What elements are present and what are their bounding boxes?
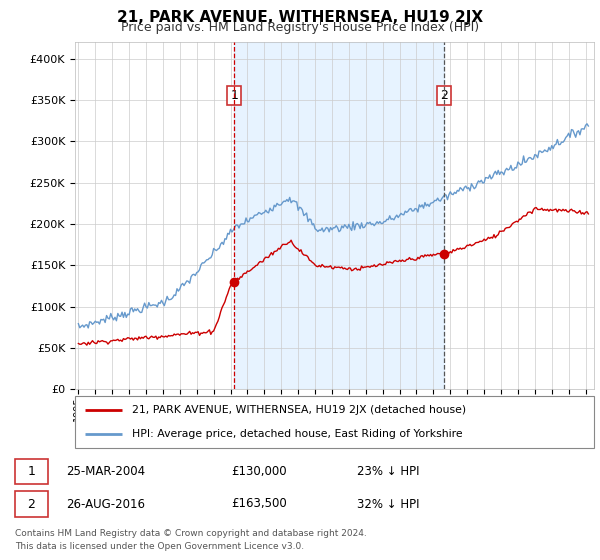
Text: 32% ↓ HPI: 32% ↓ HPI xyxy=(357,497,419,511)
Text: 1: 1 xyxy=(230,89,238,102)
Text: £130,000: £130,000 xyxy=(231,465,287,478)
Text: Contains HM Land Registry data © Crown copyright and database right 2024.: Contains HM Land Registry data © Crown c… xyxy=(15,529,367,538)
Text: 1: 1 xyxy=(28,465,35,478)
Text: HPI: Average price, detached house, East Riding of Yorkshire: HPI: Average price, detached house, East… xyxy=(132,429,463,439)
FancyBboxPatch shape xyxy=(15,459,48,484)
Text: Price paid vs. HM Land Registry's House Price Index (HPI): Price paid vs. HM Land Registry's House … xyxy=(121,21,479,34)
FancyBboxPatch shape xyxy=(75,396,594,448)
Text: 2: 2 xyxy=(440,89,448,102)
Text: 26-AUG-2016: 26-AUG-2016 xyxy=(66,497,145,511)
Text: 23% ↓ HPI: 23% ↓ HPI xyxy=(357,465,419,478)
Bar xyxy=(235,42,445,389)
Text: £163,500: £163,500 xyxy=(231,497,287,511)
Text: This data is licensed under the Open Government Licence v3.0.: This data is licensed under the Open Gov… xyxy=(15,542,304,550)
Text: 21, PARK AVENUE, WITHERNSEA, HU19 2JX: 21, PARK AVENUE, WITHERNSEA, HU19 2JX xyxy=(117,10,483,25)
Text: 25-MAR-2004: 25-MAR-2004 xyxy=(66,465,145,478)
Text: 21, PARK AVENUE, WITHERNSEA, HU19 2JX (detached house): 21, PARK AVENUE, WITHERNSEA, HU19 2JX (d… xyxy=(132,405,466,416)
FancyBboxPatch shape xyxy=(15,492,48,516)
Text: 2: 2 xyxy=(28,497,35,511)
